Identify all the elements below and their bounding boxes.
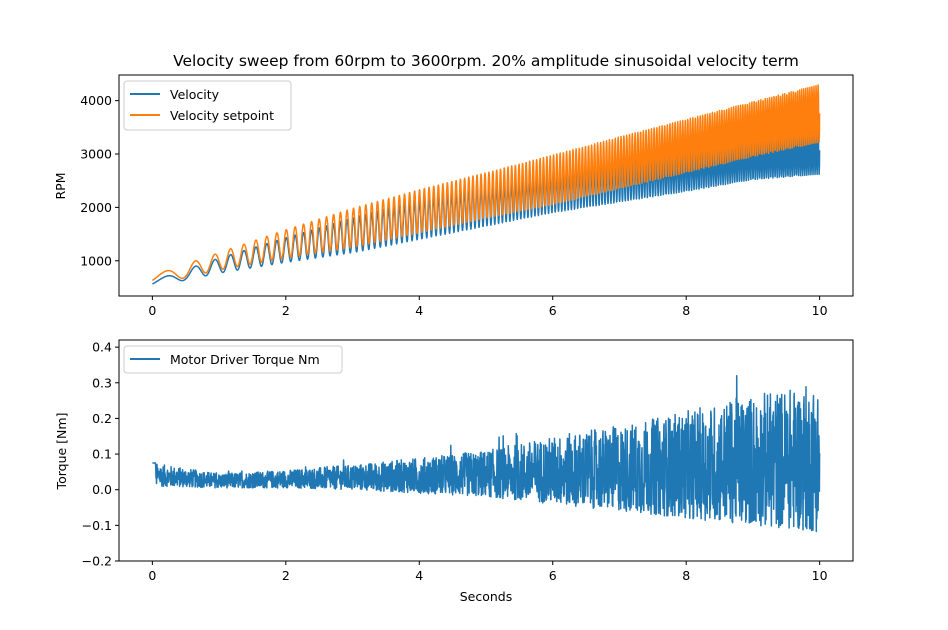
x-tick-label: 0	[148, 568, 156, 583]
y-tick-label: −0.2	[82, 554, 112, 569]
x-axis: 0 2 4 6 8 10	[148, 561, 828, 583]
y-axis: 1000 2000 3000 4000	[80, 93, 119, 268]
legend-label-velocity-setpoint: Velocity setpoint	[170, 108, 274, 123]
x-tick-label: 10	[812, 303, 828, 318]
x-tick-label: 6	[549, 303, 557, 318]
legend-box	[123, 80, 292, 131]
velocity-series-group	[151, 84, 821, 285]
x-tick-label: 2	[282, 303, 290, 318]
legend-box	[123, 345, 343, 374]
y-tick-label: 0.3	[92, 375, 112, 390]
torque-plot: 0 2 4 6 8 10 −0.2−0.10.00.10.20.30.4 Seconds …	[54, 339, 854, 604]
x-tick-label: 0	[148, 303, 156, 318]
legend-label-torque: Motor Driver Torque Nm	[170, 352, 320, 367]
series-line-motor-driver-torque-nm	[151, 375, 821, 533]
y-tick-label: 0.2	[92, 411, 112, 426]
x-tick-label: 6	[549, 568, 557, 583]
y-tick-label: 0.0	[92, 482, 112, 497]
legend-label-velocity: Velocity	[170, 87, 220, 102]
y-tick-label: −0.1	[82, 518, 112, 533]
x-axis: 0 2 4 6 8 10	[148, 296, 828, 318]
x-tick-label: 8	[682, 303, 690, 318]
torque-series-group	[151, 375, 821, 533]
y-tick-label: 0.1	[92, 447, 112, 462]
velocity-plot: Velocity sweep from 60rpm to 3600rpm. 20…	[53, 52, 854, 318]
plot-frame	[118, 74, 854, 297]
legend: Velocity Velocity setpoint	[123, 80, 292, 131]
x-tick-label: 10	[812, 568, 828, 583]
series-line-velocity-setpoint	[151, 84, 821, 282]
y-tick-label: 3000	[80, 147, 112, 162]
y-tick-label: 0.4	[92, 340, 112, 355]
x-tick-label: 8	[682, 568, 690, 583]
x-tick-label: 2	[282, 568, 290, 583]
y-axis: −0.2 −0.1 0.0 0.1 0.2 0.3 0.4	[82, 340, 119, 569]
x-tick-label: 4	[415, 568, 423, 583]
plot-frame	[118, 339, 854, 562]
chart-title: Velocity sweep from 60rpm to 3600rpm. 20…	[173, 52, 799, 70]
x-axis-label: Seconds	[460, 589, 513, 604]
y-axis-label: Torque [Nm]	[54, 413, 69, 491]
y-tick-label: 4000	[80, 93, 112, 108]
y-axis-label: RPM	[53, 172, 68, 199]
legend: Motor Driver Torque Nm	[123, 345, 343, 374]
x-tick-label: 4	[415, 303, 423, 318]
y-tick-label: 2000	[80, 200, 112, 215]
y-tick-label: 1000	[80, 253, 112, 268]
